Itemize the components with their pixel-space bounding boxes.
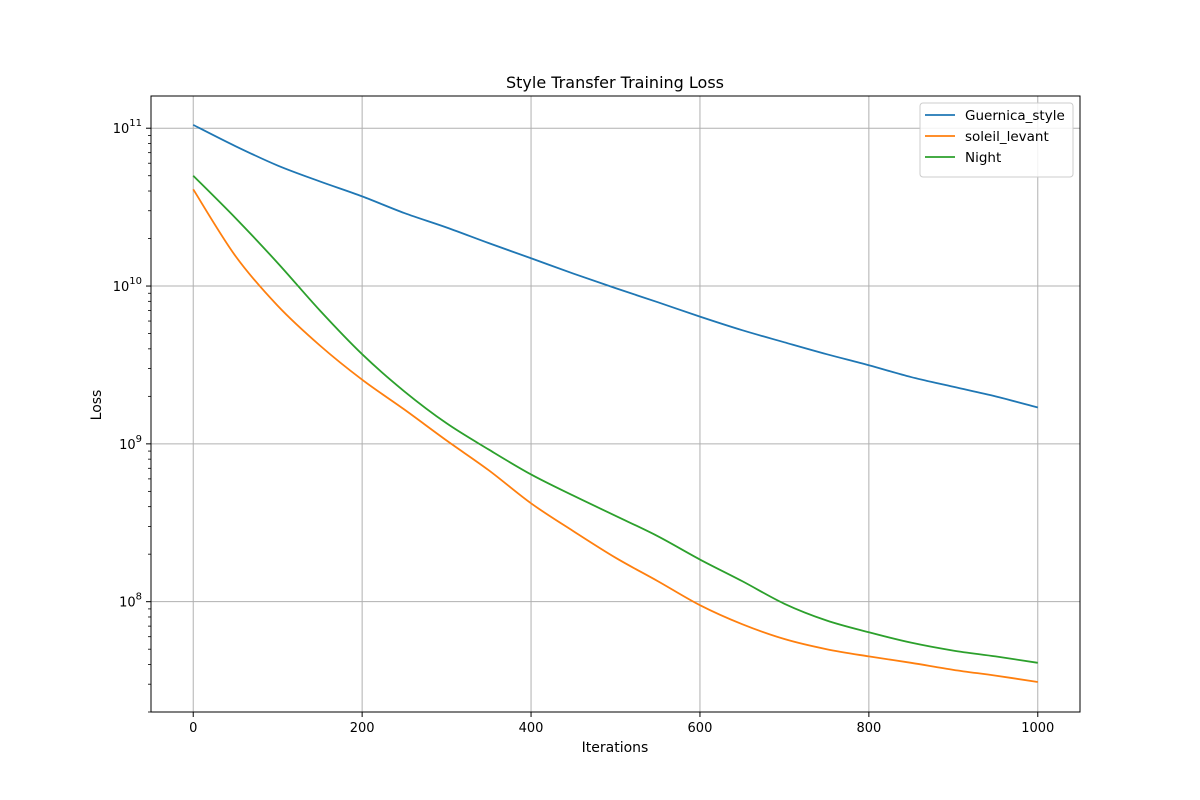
x-tick-label: 400 <box>519 721 544 736</box>
series-line-soleil-levant <box>192 188 1038 683</box>
x-tick-label: 600 <box>688 721 713 736</box>
legend-label: soleil_levant <box>965 129 1049 145</box>
legend-label: Night <box>965 150 1001 166</box>
x-axis-ticks: 0 200 400 600 800 1000 <box>189 712 1054 736</box>
legend: Guernica_style soleil_levant Night <box>919 102 1074 178</box>
x-tick-label: 0 <box>189 721 197 736</box>
plot-frame <box>150 95 1081 713</box>
y-tick-label: 108 <box>119 592 142 611</box>
x-axis-label: Iterations <box>582 740 649 756</box>
y-axis-ticks: 108 109 1010 1011 <box>113 118 151 713</box>
y-tick-label: 1011 <box>113 118 142 137</box>
x-tick-label: 200 <box>350 721 375 736</box>
chart-title: Style Transfer Training Loss <box>506 73 724 92</box>
y-tick-label: 109 <box>119 434 142 453</box>
series-line-night <box>192 175 1038 664</box>
series-line-guernica-style <box>192 124 1038 409</box>
x-tick-label: 1000 <box>1021 721 1054 736</box>
legend-label: Guernica_style <box>965 108 1065 124</box>
x-tick-label: 800 <box>856 721 881 736</box>
legend-box <box>919 102 1074 178</box>
y-axis-label: Loss <box>89 390 105 421</box>
plot-lines <box>192 124 1038 683</box>
y-tick-label: 1010 <box>113 276 142 295</box>
